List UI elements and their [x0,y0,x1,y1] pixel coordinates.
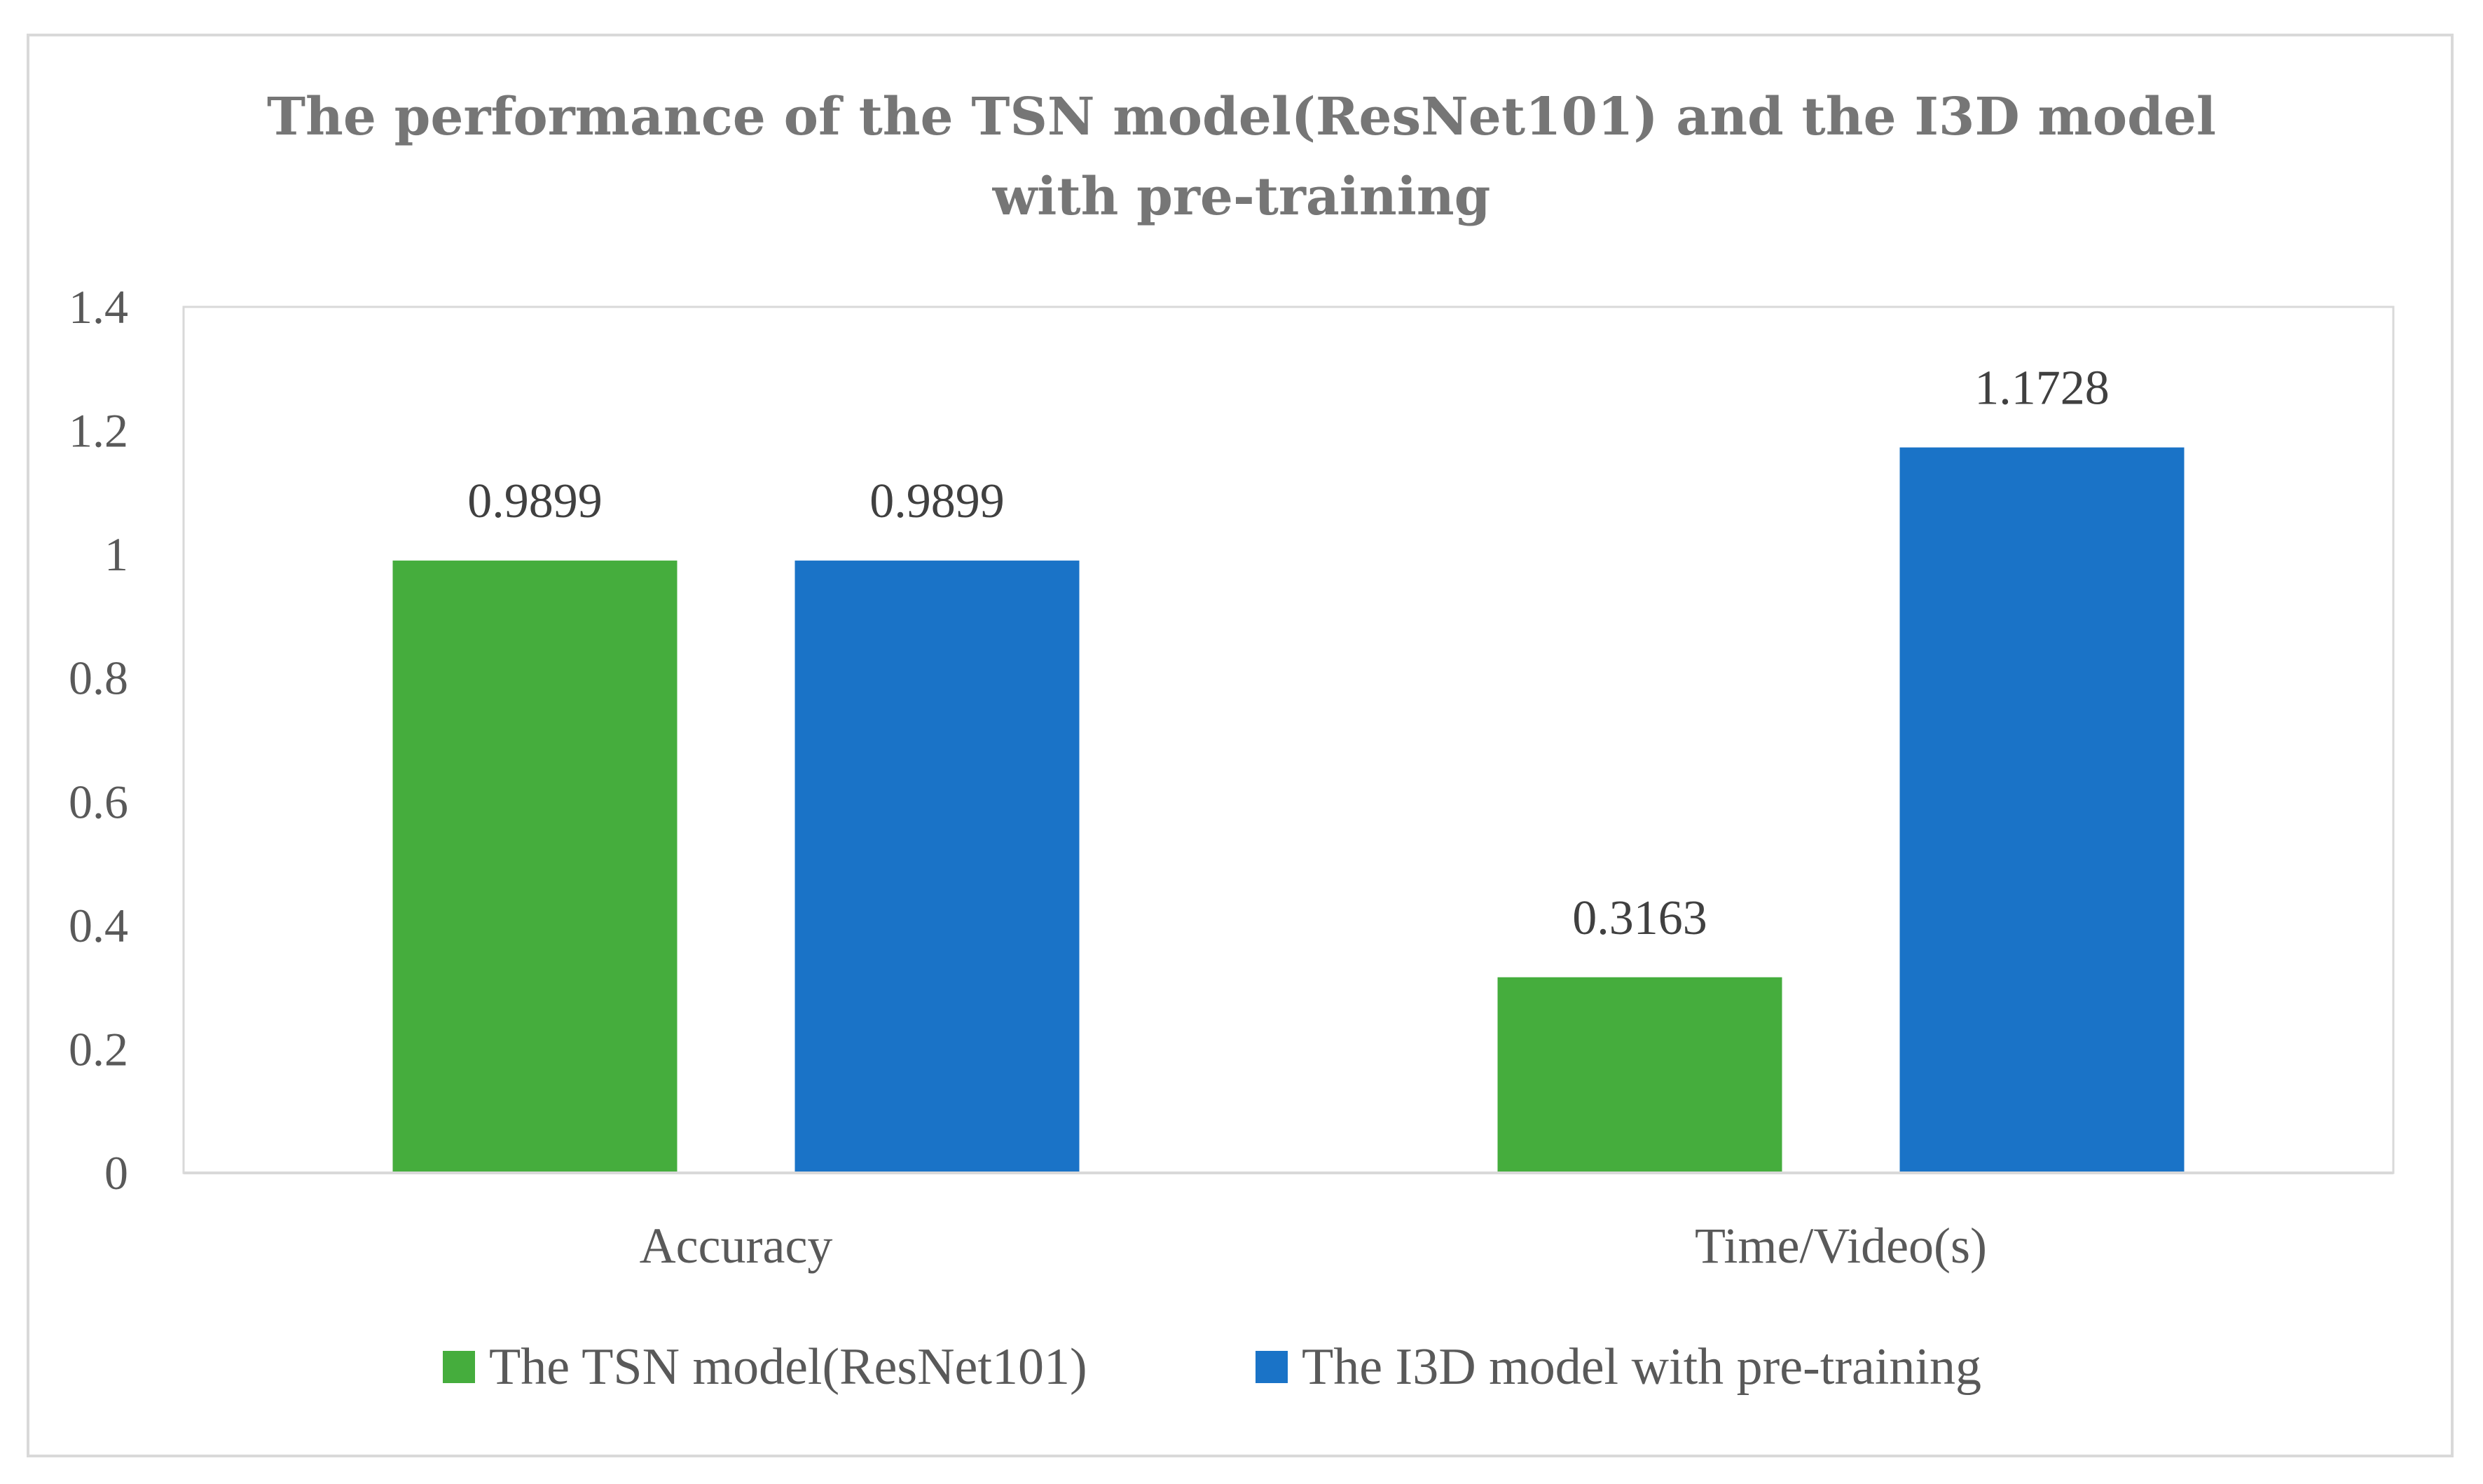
y-tick-label-1: 0.2 [69,1022,128,1076]
y-tick-label-0: 0 [104,1146,128,1200]
legend-item-1: The I3D model with pre-training [1256,1338,1981,1396]
x-category-label-0: Accuracy [640,1218,833,1274]
y-tick-label-7: 1.4 [69,280,128,334]
y-tick-label-6: 1.2 [69,404,128,458]
legend-label-0: The TSN model(ResNet101) [489,1338,1087,1396]
data-label-0-0: 0.9899 [467,474,603,528]
y-tick-label-5: 1 [104,528,128,581]
bar-accuracy-series-0 [392,561,678,1173]
legend-swatch-1 [1256,1351,1288,1383]
bar-accuracy-series-1 [795,561,1080,1173]
legend-label-1: The I3D model with pre-training [1302,1338,1981,1396]
x-category-label-1: Time/Video(s) [1695,1218,1987,1274]
legend: The TSN model(ResNet101) The I3D model wi… [443,1338,1981,1396]
data-label-0-1: 0.9899 [869,474,1005,528]
x-axis-labels: Accuracy Time/Video(s) [640,1218,1987,1274]
data-label-1-0: 0.3163 [1572,891,1707,945]
y-tick-label-4: 0.8 [69,652,128,705]
y-tick-label-2: 0.4 [69,899,128,952]
y-axis-ticks: 0 0.2 0.4 0.6 0.8 1 1.2 1.4 [69,280,128,1200]
data-labels: 0.9899 0.9899 0.3163 1.1728 [467,362,2110,945]
bars [392,447,2185,1173]
legend-swatch-0 [443,1351,475,1383]
y-tick-label-3: 0.6 [69,775,128,828]
chart-title: The performance of the TSN model(ResNet1… [267,87,2216,227]
data-label-1-1: 1.1728 [1974,362,2110,415]
chart-title-line-2: with pre-training [992,167,1491,227]
bar-time-video-s--series-1 [1899,447,2185,1173]
chart-title-line-1: The performance of the TSN model(ResNet1… [267,87,2216,147]
bar-time-video-s--series-0 [1497,977,1782,1173]
legend-item-0: The TSN model(ResNet101) [443,1338,1087,1396]
